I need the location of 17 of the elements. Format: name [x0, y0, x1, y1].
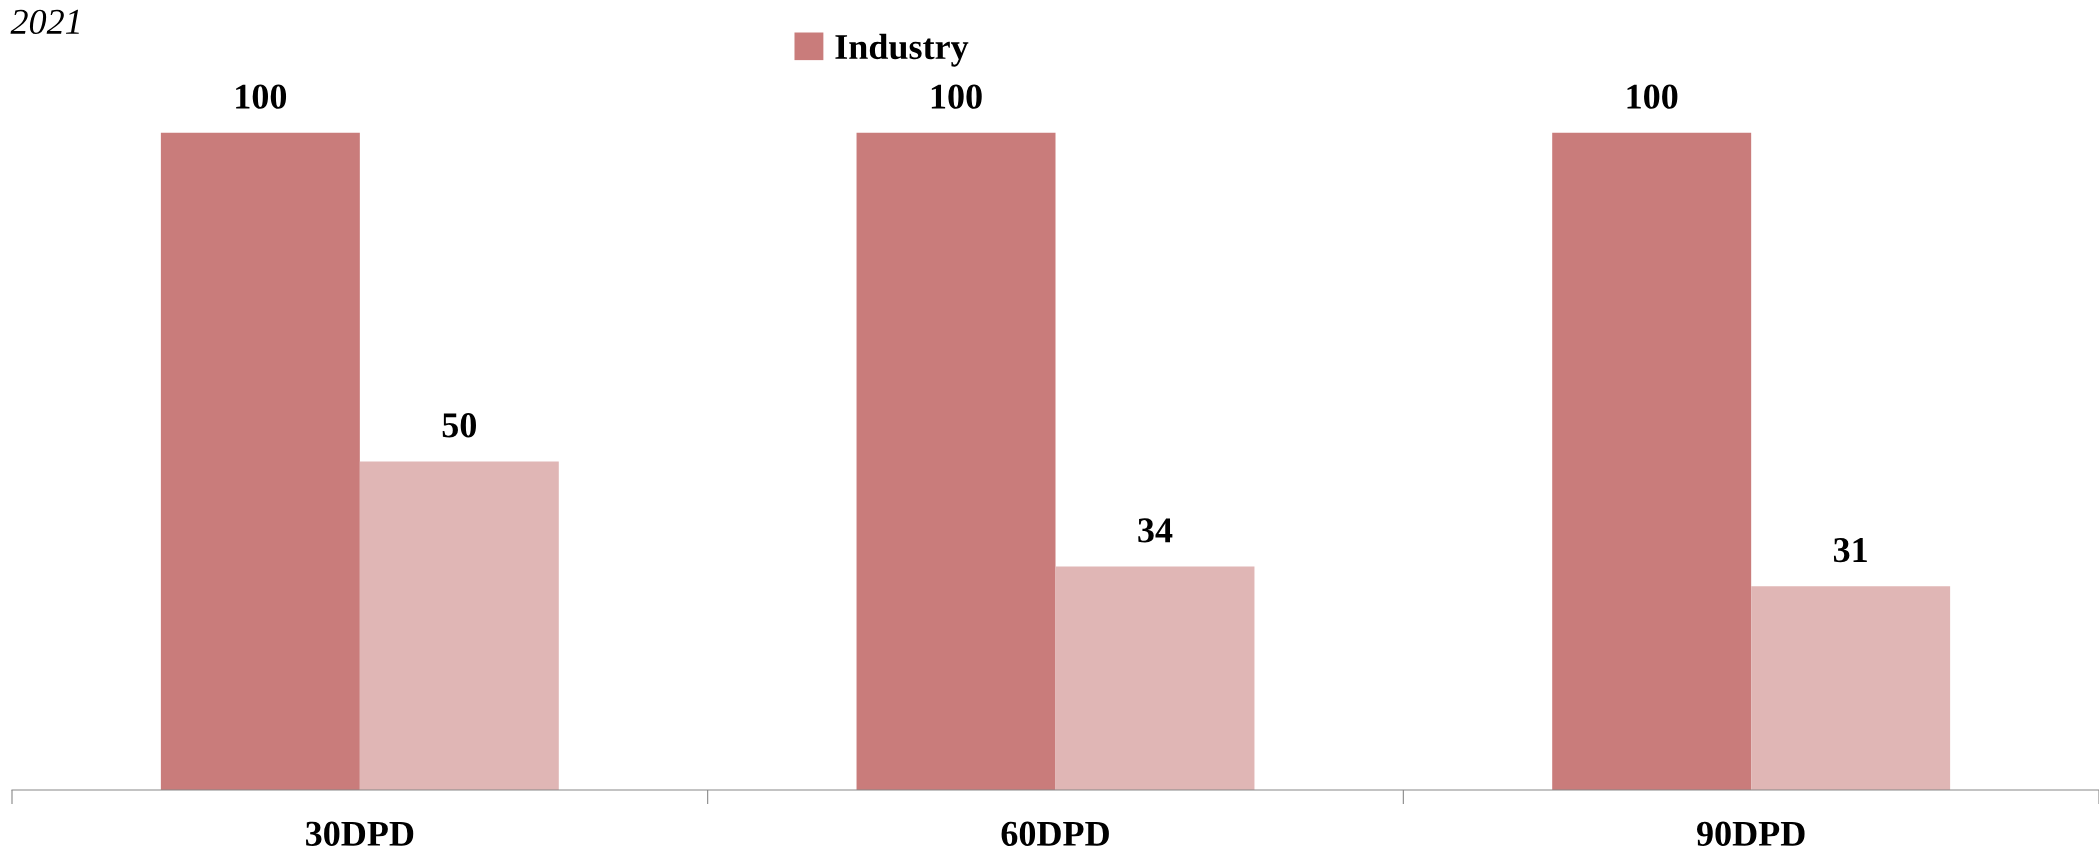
data-label: 100: [236, 84, 287, 109]
bar: [856, 132, 1056, 790]
x-tick-label: 90DPD: [1696, 821, 1805, 846]
bar: [1751, 586, 1951, 790]
bar: [1552, 132, 1752, 790]
bar: [1055, 566, 1255, 790]
data-label: 31: [1833, 538, 1867, 563]
data-label: 50: [442, 413, 476, 438]
bar: [160, 132, 360, 790]
x-tick-label: 60DPD: [1001, 821, 1109, 846]
x-tick-label: 30DPD: [306, 821, 414, 846]
legend-label: Industry: [835, 33, 969, 67]
data-label: 100: [1627, 84, 1678, 109]
bar: [359, 461, 559, 790]
text: 2021: [10, 9, 79, 35]
data-label: 34: [1138, 518, 1173, 543]
data-label: 100: [931, 84, 982, 109]
